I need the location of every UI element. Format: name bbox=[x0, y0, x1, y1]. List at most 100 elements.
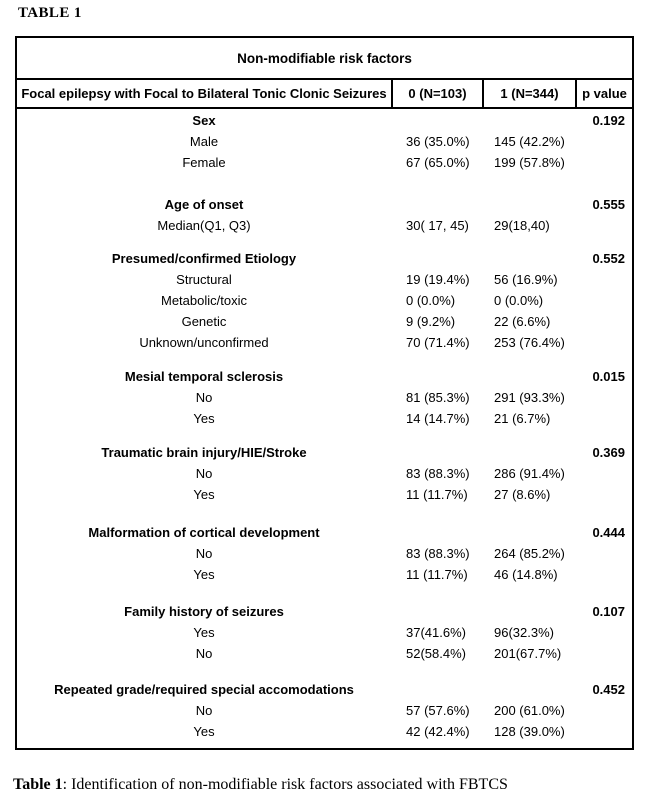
value-group0: 57 (57.6%) bbox=[406, 703, 470, 718]
value-group0: 83 (88.3%) bbox=[406, 546, 470, 561]
row-label: No bbox=[195, 546, 213, 561]
table-row: No 52(58.4%) 201(67.7%) bbox=[17, 643, 632, 664]
table-row: Male 36 (35.0%) 145 (42.2%) bbox=[17, 131, 632, 152]
row-label: Median(Q1, Q3) bbox=[157, 218, 251, 233]
section-name: Malformation of cortical development bbox=[88, 525, 320, 540]
section-mesial-temporal-sclerosis: Mesial temporal sclerosis 0.015 No 81 (8… bbox=[17, 366, 632, 429]
value-group0: 14 (14.7%) bbox=[406, 411, 470, 426]
value-group1: 291 (93.3%) bbox=[494, 390, 565, 405]
value-group0: 11 (11.7%) bbox=[406, 487, 468, 502]
value-group1: 199 (57.8%) bbox=[494, 155, 565, 170]
row-label: Yes bbox=[193, 567, 215, 582]
table-body: Sex 0.192 Male 36 (35.0%) 145 (42.2%) Fe… bbox=[17, 109, 632, 742]
section-header-row: Age of onset 0.555 bbox=[17, 194, 632, 215]
value-group1: 96(32.3%) bbox=[494, 625, 554, 640]
value-group0: 83 (88.3%) bbox=[406, 466, 470, 481]
row-label: Unknown/unconfirmed bbox=[139, 335, 269, 350]
value-group1: 145 (42.2%) bbox=[494, 134, 565, 149]
table-row: Median(Q1, Q3) 30( 17, 45) 29(18,40) bbox=[17, 215, 632, 236]
caption-label: Table 1 bbox=[13, 776, 63, 793]
value-group1: 201(67.7%) bbox=[494, 646, 562, 661]
table-row: Female 67 (65.0%) 199 (57.8%) bbox=[17, 152, 632, 173]
value-group0: 19 (19.4%) bbox=[406, 272, 470, 287]
table-number-heading: TABLE 1 bbox=[18, 5, 82, 21]
row-label: No bbox=[195, 703, 213, 718]
value-group0: 70 (71.4%) bbox=[406, 335, 470, 350]
value-group1: 128 (39.0%) bbox=[494, 724, 565, 739]
table-row: Yes 37(41.6%) 96(32.3%) bbox=[17, 622, 632, 643]
p-value: 0.552 bbox=[592, 251, 625, 266]
p-value: 0.369 bbox=[592, 445, 625, 460]
row-label: Yes bbox=[193, 487, 215, 502]
value-group0: 81 (85.3%) bbox=[406, 390, 470, 405]
header-cell-pvalue: p value bbox=[575, 80, 632, 107]
risk-factors-table: Non-modifiable risk factors Focal epilep… bbox=[15, 36, 634, 750]
section-etiology: Presumed/confirmed Etiology 0.552 Struct… bbox=[17, 248, 632, 353]
table-row: Metabolic/toxic 0 (0.0%) 0 (0.0%) bbox=[17, 290, 632, 311]
section-sex: Sex 0.192 Male 36 (35.0%) 145 (42.2%) Fe… bbox=[17, 110, 632, 173]
value-group0: 36 (35.0%) bbox=[406, 134, 470, 149]
value-group0: 52(58.4%) bbox=[406, 646, 466, 661]
p-value: 0.452 bbox=[592, 682, 625, 697]
header-cell-label: Focal epilepsy with Focal to Bilateral T… bbox=[21, 86, 387, 101]
section-family-history: Family history of seizures 0.107 Yes 37(… bbox=[17, 601, 632, 664]
row-label: Genetic bbox=[181, 314, 227, 329]
section-name: Sex bbox=[192, 113, 216, 128]
value-group0: 11 (11.7%) bbox=[406, 567, 468, 582]
table-row: No 83 (88.3%) 286 (91.4%) bbox=[17, 463, 632, 484]
row-label: No bbox=[195, 390, 213, 405]
value-group0: 67 (65.0%) bbox=[406, 155, 470, 170]
value-group1: 0 (0.0%) bbox=[494, 293, 544, 308]
caption: Table 1: Identification of non-modifiabl… bbox=[13, 776, 508, 794]
value-group0: 42 (42.4%) bbox=[406, 724, 470, 739]
header-cell-group1: 1 (N=344) bbox=[482, 80, 575, 107]
row-label: Male bbox=[189, 134, 219, 149]
section-header-row: Repeated grade/required special accomoda… bbox=[17, 679, 632, 700]
p-value: 0.107 bbox=[592, 604, 625, 619]
section-name: Presumed/confirmed Etiology bbox=[111, 251, 297, 266]
value-group1: 286 (91.4%) bbox=[494, 466, 565, 481]
table-row: No 83 (88.3%) 264 (85.2%) bbox=[17, 543, 632, 564]
section-repeated-grade: Repeated grade/required special accomoda… bbox=[17, 679, 632, 742]
section-header-row: Mesial temporal sclerosis 0.015 bbox=[17, 366, 632, 387]
row-label: No bbox=[195, 646, 213, 661]
table-row: Yes 11 (11.7%) 46 (14.8%) bbox=[17, 564, 632, 585]
table-row: Yes 42 (42.4%) 128 (39.0%) bbox=[17, 721, 632, 742]
table-row: No 81 (85.3%) 291 (93.3%) bbox=[17, 387, 632, 408]
section-age-of-onset: Age of onset 0.555 Median(Q1, Q3) 30( 17… bbox=[17, 194, 632, 236]
row-label: Yes bbox=[193, 625, 215, 640]
section-header-row: Malformation of cortical development 0.4… bbox=[17, 522, 632, 543]
row-label: No bbox=[195, 466, 213, 481]
p-value: 0.444 bbox=[592, 525, 625, 540]
row-label: Metabolic/toxic bbox=[161, 293, 247, 308]
section-name: Traumatic brain injury/HIE/Stroke bbox=[101, 445, 307, 460]
table-row: Structural 19 (19.4%) 56 (16.9%) bbox=[17, 269, 632, 290]
table-row: Yes 14 (14.7%) 21 (6.7%) bbox=[17, 408, 632, 429]
value-group1: 21 (6.7%) bbox=[494, 411, 551, 426]
p-value: 0.192 bbox=[592, 113, 625, 128]
header-cell-group0: 0 (N=103) bbox=[391, 80, 482, 107]
section-name: Age of onset bbox=[164, 197, 244, 212]
table-row: Unknown/unconfirmed 70 (71.4%) 253 (76.4… bbox=[17, 332, 632, 353]
section-header-row: Presumed/confirmed Etiology 0.552 bbox=[17, 248, 632, 269]
table-title: Non-modifiable risk factors bbox=[17, 38, 632, 80]
p-value: 0.555 bbox=[592, 197, 625, 212]
section-header-row: Family history of seizures 0.107 bbox=[17, 601, 632, 622]
value-group1: 22 (6.6%) bbox=[494, 314, 551, 329]
value-group1: 29(18,40) bbox=[494, 218, 550, 233]
section-name: Mesial temporal sclerosis bbox=[124, 369, 284, 384]
row-label: Structural bbox=[176, 272, 232, 287]
value-group0: 30( 17, 45) bbox=[406, 218, 469, 233]
section-name: Repeated grade/required special accomoda… bbox=[54, 682, 354, 697]
table-row: Genetic 9 (9.2%) 22 (6.6%) bbox=[17, 311, 632, 332]
caption-text: : Identification of non-modifiable risk … bbox=[62, 776, 508, 793]
value-group0: 0 (0.0%) bbox=[406, 293, 456, 308]
section-name: Family history of seizures bbox=[124, 604, 284, 619]
value-group1: 27 (8.6%) bbox=[494, 487, 551, 502]
row-label: Yes bbox=[193, 411, 215, 426]
p-value: 0.015 bbox=[592, 369, 625, 384]
value-group0: 37(41.6%) bbox=[406, 625, 466, 640]
section-traumatic-brain-injury: Traumatic brain injury/HIE/Stroke 0.369 … bbox=[17, 442, 632, 505]
value-group1: 264 (85.2%) bbox=[494, 546, 565, 561]
value-group1: 200 (61.0%) bbox=[494, 703, 565, 718]
